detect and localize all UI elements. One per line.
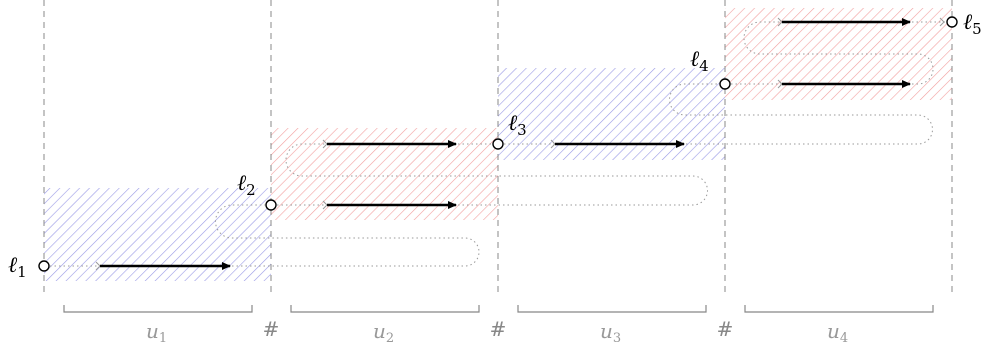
node-label-5: ℓ5 [963, 10, 982, 38]
dotted-path-7 [669, 83, 933, 145]
dotted-path-4 [285, 143, 708, 206]
dotted-connectors [50, 21, 946, 267]
bold-arrows [100, 18, 911, 270]
brace-u4 [744, 305, 934, 313]
dotted-path-2 [215, 204, 480, 267]
dashed-separators [43, 0, 953, 295]
node-circle-5 [946, 16, 958, 28]
segment-label-3: u3 [600, 319, 621, 346]
node-label-4: ℓ4 [690, 47, 709, 75]
nodes [38, 16, 958, 272]
brace-u3 [517, 305, 707, 313]
segment-label-1: u1 [146, 319, 167, 346]
hatch-region-u3 [498, 68, 725, 160]
separator-hash-1: # [263, 317, 280, 341]
separator-hash-3: # [717, 317, 734, 341]
chevron-icon [939, 17, 945, 27]
brace-u2 [290, 305, 480, 313]
segment-braces [63, 305, 934, 313]
node-label-3: ℓ3 [508, 111, 527, 139]
node-circle-2 [265, 199, 277, 211]
node-circle-3 [492, 138, 504, 150]
node-label-1: ℓ1 [8, 253, 27, 281]
brace-u1 [63, 305, 253, 313]
node-circle-1 [38, 260, 50, 272]
segment-label-4: u4 [827, 319, 848, 346]
separator-hash-2: # [490, 317, 507, 341]
node-circle-4 [719, 78, 731, 90]
segment-label-2: u2 [373, 319, 394, 346]
node-label-2: ℓ2 [237, 171, 256, 199]
